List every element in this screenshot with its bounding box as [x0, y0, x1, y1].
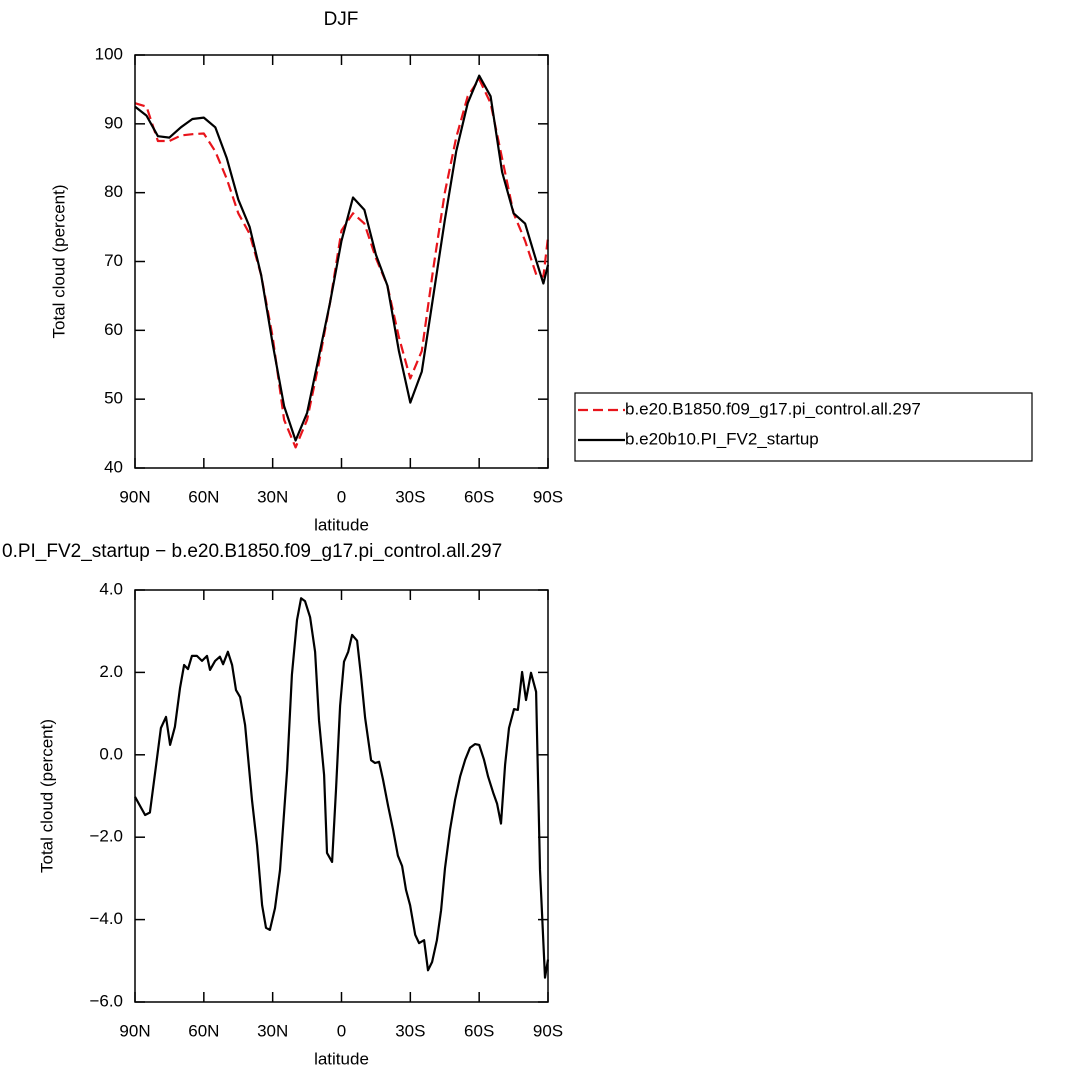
y-tick-label: 50 — [104, 389, 123, 408]
x-tick-label: 90N — [119, 487, 150, 506]
x-tick-label: 30S — [395, 1021, 425, 1040]
x-tick-label: 90N — [119, 1021, 150, 1040]
y-tick-label: −6.0 — [89, 991, 123, 1010]
y-tick-label: 70 — [104, 251, 123, 270]
plot-frame — [134, 54, 549, 469]
legend-label: b.e20.B1850.f09_g17.pi_control.all.297 — [625, 399, 921, 418]
y-tick-label: 2.0 — [99, 662, 123, 681]
y-tick-label: −2.0 — [89, 827, 123, 846]
chart-title: 0.PI_FV2_startup − b.e20.B1850.f09_g17.p… — [2, 541, 502, 562]
x-tick-label: 30N — [257, 487, 288, 506]
x-tick-label: 60S — [464, 487, 494, 506]
legend-label: b.e20b10.PI_FV2_startup — [625, 429, 819, 448]
x-axis-label: latitude — [314, 1049, 369, 1068]
x-tick-label: 90S — [533, 487, 563, 506]
data-line — [134, 597, 550, 979]
x-tick-label: 60N — [188, 487, 219, 506]
chart-title: DJF — [324, 9, 359, 30]
y-tick-label: 90 — [104, 113, 123, 132]
x-tick-label: 60N — [188, 1021, 219, 1040]
y-tick-label: 100 — [95, 44, 123, 63]
y-axis-label: Total cloud (percent) — [49, 184, 68, 338]
y-tick-label: 0.0 — [99, 744, 123, 763]
x-tick-label: 0 — [337, 487, 346, 506]
x-tick-label: 90S — [533, 1021, 563, 1040]
x-tick-label: 30N — [257, 1021, 288, 1040]
data-line — [134, 74, 550, 442]
x-tick-label: 30S — [395, 487, 425, 506]
y-axis-label: Total cloud (percent) — [37, 719, 56, 873]
y-tick-label: 4.0 — [99, 579, 123, 598]
y-tick-label: 40 — [104, 457, 123, 476]
x-axis-label: latitude — [314, 515, 369, 534]
y-tick-label: 80 — [104, 182, 123, 201]
data-line — [134, 78, 550, 449]
x-tick-label: 0 — [337, 1021, 346, 1040]
plot-frame — [134, 589, 549, 1003]
x-tick-label: 60S — [464, 1021, 494, 1040]
legend-box — [574, 392, 1033, 462]
y-tick-label: −4.0 — [89, 909, 123, 928]
y-tick-label: 60 — [104, 320, 123, 339]
